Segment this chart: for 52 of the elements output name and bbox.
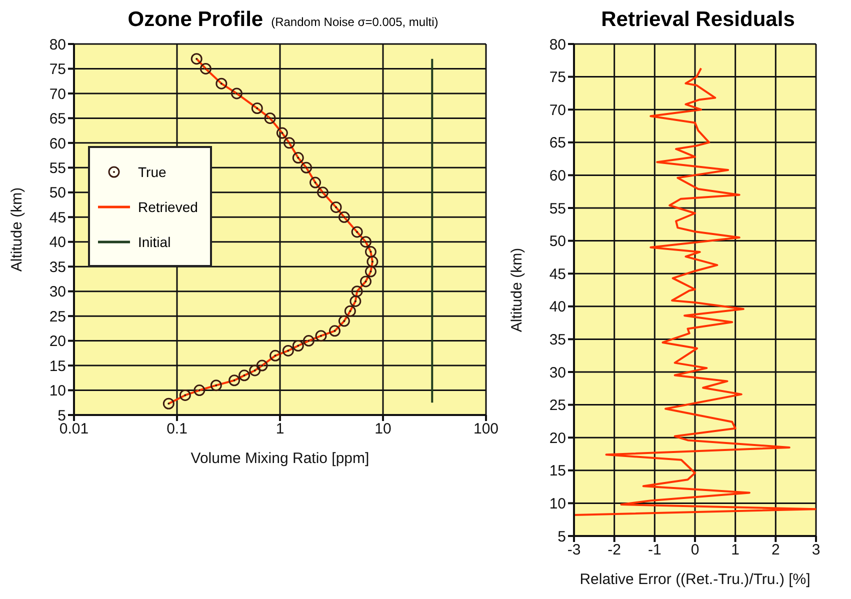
x-tick-label: 1: [731, 542, 740, 559]
y-tick-label: 50: [49, 184, 66, 202]
y-tick-label: 40: [549, 298, 566, 316]
chart-subtitle: (Random Noise σ=0.005, multi): [271, 15, 438, 29]
x-axis-title: Volume Mixing Ratio [ppm]: [190, 450, 370, 467]
y-tick-label: 40: [49, 234, 66, 252]
y-tick-label: 75: [49, 61, 66, 78]
x-tick-label: -2: [608, 542, 622, 559]
chart-title: Ozone Profile: [128, 8, 264, 31]
x-tick-label: -3: [567, 542, 581, 559]
chart-title: Retrieval Residuals: [601, 8, 795, 31]
y-tick-label: 30: [549, 364, 566, 382]
y-tick-label: 5: [558, 528, 566, 546]
x-axis-title: Relative Error ((Ret.-Tru.)/Tru.) [%]: [580, 571, 810, 588]
y-tick-label: 45: [549, 266, 566, 283]
x-tick-label: 0: [690, 542, 700, 559]
y-tick-label: 45: [49, 209, 66, 226]
x-tick-label: 10: [374, 420, 392, 438]
x-tick-label: 0.1: [166, 420, 188, 438]
y-tick-label: 60: [549, 168, 566, 185]
x-tick-label: 100: [473, 420, 499, 438]
x-tick-label: 2: [771, 542, 780, 559]
y-tick-label: 25: [49, 308, 66, 326]
y-axis-title: Altitude (km): [508, 248, 526, 332]
y-tick-label: 15: [549, 462, 566, 480]
y-tick-label: 15: [49, 358, 66, 375]
x-tick-label: 3: [812, 542, 820, 559]
y-tick-label: 55: [549, 200, 566, 218]
y-tick-label: 35: [49, 258, 66, 276]
legend-label: Retrieved: [138, 198, 198, 214]
y-tick-label: 65: [49, 110, 66, 128]
y-tick-label: 10: [549, 496, 566, 513]
y-tick-label: 80: [49, 36, 66, 54]
y-tick-label: 35: [549, 332, 566, 349]
y-tick-label: 75: [549, 69, 566, 86]
y-tick-label: 30: [49, 284, 66, 301]
y-axis-title: Altitude (km): [8, 187, 26, 272]
y-tick-label: 70: [49, 86, 66, 103]
y-tick-label: 60: [49, 135, 66, 152]
legend-label: True: [138, 164, 166, 180]
y-tick-label: 55: [49, 160, 66, 177]
y-tick-label: 80: [549, 36, 566, 54]
x-tick-label: -1: [648, 542, 662, 559]
y-tick-label: 10: [49, 382, 66, 400]
y-tick-label: 50: [549, 233, 566, 250]
y-tick-label: 25: [549, 397, 566, 414]
y-tick-label: 20: [549, 430, 566, 447]
y-tick-label: 65: [549, 134, 566, 152]
x-tick-label: 1: [276, 420, 284, 438]
y-tick-label: 20: [49, 333, 66, 350]
legend-label: Initial: [138, 234, 171, 250]
y-tick-label: 70: [549, 102, 566, 119]
